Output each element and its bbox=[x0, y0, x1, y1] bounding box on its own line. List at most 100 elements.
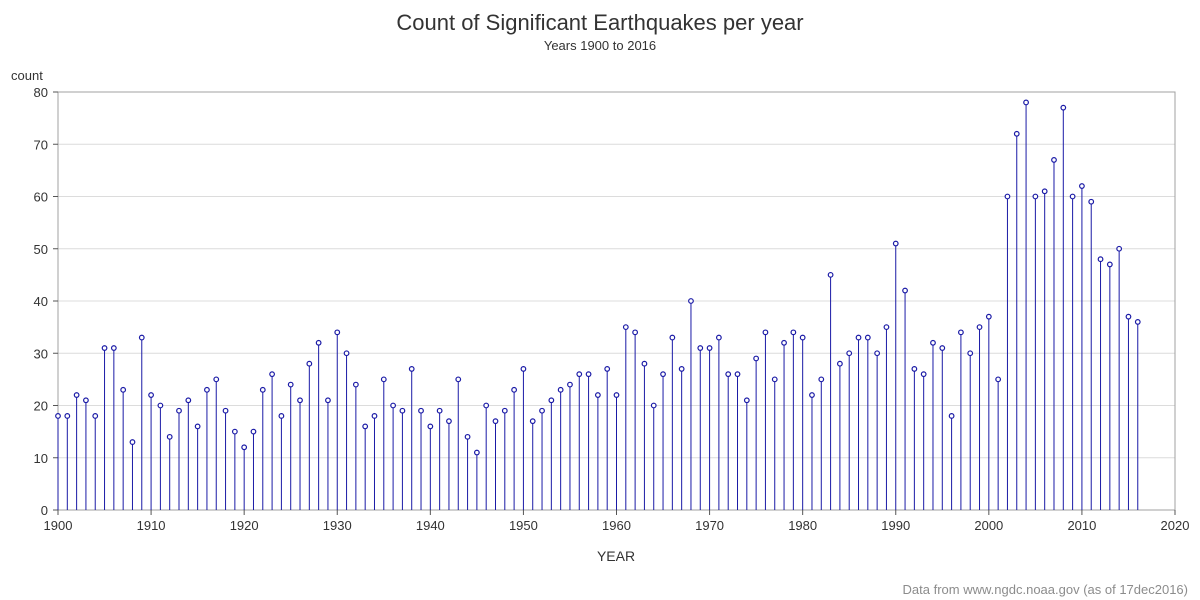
y-tick-label: 0 bbox=[41, 503, 48, 518]
data-point-marker bbox=[809, 392, 815, 398]
data-point-marker bbox=[883, 324, 890, 331]
data-point-marker bbox=[166, 433, 173, 440]
data-point-marker bbox=[138, 334, 145, 341]
data-point-marker bbox=[985, 313, 992, 320]
data-point-marker bbox=[1013, 130, 1020, 137]
data-point-marker bbox=[213, 376, 220, 383]
data-point-marker bbox=[343, 350, 350, 357]
data-point-marker bbox=[148, 392, 154, 398]
x-tick-label: 1930 bbox=[323, 518, 352, 533]
data-point-marker bbox=[129, 439, 136, 445]
x-tick-label: 2020 bbox=[1161, 518, 1190, 533]
data-point-marker bbox=[418, 407, 424, 414]
data-point-marker bbox=[715, 334, 722, 341]
data-point-marker bbox=[762, 329, 769, 336]
chart-title: Count of Significant Earthquakes per yea… bbox=[396, 10, 804, 35]
data-point-marker bbox=[176, 407, 182, 414]
data-point-marker bbox=[1097, 256, 1104, 263]
data-point-marker bbox=[604, 366, 611, 372]
data-point-marker bbox=[855, 334, 862, 341]
data-point-marker bbox=[976, 324, 983, 331]
data-point-marker bbox=[613, 392, 620, 398]
x-tick-label: 1960 bbox=[602, 518, 631, 533]
data-point-marker bbox=[1051, 157, 1057, 163]
data-point-marker bbox=[734, 371, 741, 378]
data-point-marker bbox=[269, 371, 275, 378]
data-point-marker bbox=[874, 350, 881, 357]
x-tick-label: 1900 bbox=[44, 518, 73, 533]
data-point-marker bbox=[771, 376, 778, 383]
data-point-marker bbox=[492, 418, 499, 425]
data-point-marker bbox=[688, 298, 694, 304]
data-point-marker bbox=[911, 366, 918, 372]
data-point-marker bbox=[781, 339, 787, 346]
data-point-marker bbox=[576, 371, 583, 378]
data-point-marker bbox=[446, 418, 452, 425]
data-point-marker bbox=[548, 397, 555, 404]
data-point-marker bbox=[529, 418, 536, 425]
data-point-marker bbox=[864, 334, 871, 341]
data-point-marker bbox=[697, 345, 704, 351]
data-point-marker bbox=[594, 392, 601, 398]
data-point-marker bbox=[325, 397, 331, 404]
data-point-marker bbox=[725, 371, 732, 378]
y-tick-label: 50 bbox=[34, 242, 48, 257]
data-point-marker bbox=[902, 287, 908, 294]
data-point-marker bbox=[1041, 188, 1048, 195]
data-point-marker bbox=[259, 386, 266, 393]
data-point-marker bbox=[650, 402, 657, 409]
data-point-marker bbox=[1060, 104, 1067, 111]
chart-subtitle: Years 1900 to 2016 bbox=[543, 38, 657, 53]
data-point-marker bbox=[818, 376, 825, 383]
y-tick-label: 80 bbox=[34, 85, 48, 100]
data-point-marker bbox=[110, 345, 117, 351]
data-point-marker bbox=[743, 397, 750, 404]
data-point-marker bbox=[157, 402, 164, 409]
data-point-marker bbox=[352, 381, 359, 388]
y-tick-label: 10 bbox=[34, 451, 48, 466]
data-point-marker bbox=[101, 345, 108, 351]
data-point-marker bbox=[473, 449, 480, 456]
data-point-marker bbox=[287, 381, 294, 388]
data-point-marker bbox=[1079, 183, 1085, 189]
data-point-marker bbox=[706, 345, 713, 351]
data-point-marker bbox=[1116, 245, 1123, 252]
y-tick-label: 30 bbox=[34, 346, 48, 361]
data-point-marker bbox=[632, 329, 639, 336]
x-tick-label: 1970 bbox=[695, 518, 724, 533]
data-point-marker bbox=[427, 423, 434, 430]
data-point-marker bbox=[408, 366, 415, 372]
data-point-marker bbox=[678, 366, 685, 372]
data-point-marker bbox=[660, 371, 666, 378]
data-point-marker bbox=[930, 339, 936, 346]
x-tick-label: 1910 bbox=[137, 518, 166, 533]
data-point-marker bbox=[315, 339, 322, 346]
x-tick-label: 1950 bbox=[509, 518, 538, 533]
data-point-marker bbox=[622, 324, 629, 331]
y-tick-label: 70 bbox=[34, 137, 48, 152]
data-point-marker bbox=[585, 371, 592, 378]
x-tick-label: 2010 bbox=[1067, 518, 1096, 533]
data-point-marker bbox=[194, 423, 201, 430]
y-tick-label: 40 bbox=[34, 294, 48, 309]
data-point-marker bbox=[222, 407, 229, 414]
data-point-marker bbox=[799, 334, 806, 341]
x-tick-label: 1990 bbox=[881, 518, 910, 533]
data-point-marker bbox=[362, 423, 369, 430]
x-tick-label: 1920 bbox=[230, 518, 259, 533]
data-point-marker bbox=[241, 444, 248, 451]
data-point-marker bbox=[455, 376, 462, 383]
data-point-marker bbox=[958, 329, 964, 336]
data-point-marker bbox=[790, 329, 797, 336]
data-point-marker bbox=[567, 381, 573, 388]
data-point-marker bbox=[334, 329, 341, 336]
y-tick-label: 60 bbox=[34, 190, 48, 205]
data-point-marker bbox=[1088, 198, 1095, 205]
data-point-marker bbox=[483, 402, 490, 409]
data-point-marker bbox=[250, 428, 257, 435]
x-tick-label: 2000 bbox=[974, 518, 1003, 533]
data-point-marker bbox=[120, 386, 127, 393]
data-point-marker bbox=[1134, 319, 1141, 325]
y-axis-label: count bbox=[11, 68, 43, 83]
